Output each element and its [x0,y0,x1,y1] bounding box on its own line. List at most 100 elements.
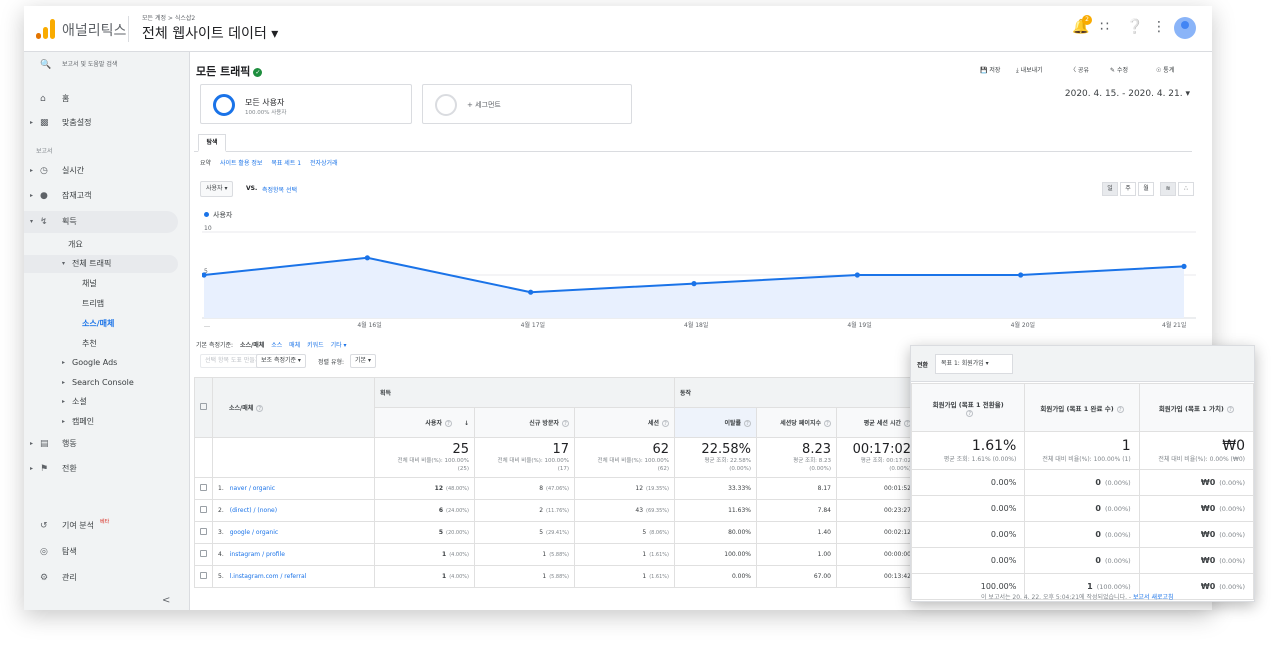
acquisition-icon: ↯ [40,217,48,227]
subnav-site-usage[interactable]: 사이트 활용 정보 [219,160,263,167]
subnav-summary[interactable]: 요약 [200,160,212,167]
divider [128,16,129,42]
help-icon[interactable]: ❔ [1126,19,1144,35]
caret-right-icon: ▸ [62,359,66,366]
export-button[interactable]: ⤓ 내보내기 [1016,67,1043,74]
x-tick-label: 4월 20일 [1011,321,1035,329]
row-source-link[interactable]: 2. (direct) / (none) [212,499,375,522]
period-week-button[interactable]: 주 [1120,182,1136,196]
subnav-ecommerce[interactable]: 전자상거래 [310,160,338,167]
share-button[interactable]: 〈 공유 [1070,67,1089,74]
analytics-window: 애널리틱스 모든 계정 > 식스샵2 전체 웹사이트 데이터 ▾ 🔔 2 ∷ ❔… [24,6,1212,610]
share-icon: 〈 [1070,67,1078,74]
series-area [204,257,1184,318]
dimension-source[interactable]: 소스 [271,342,283,349]
subnav-goal-set[interactable]: 목표 세트 1 [271,160,302,167]
sidebar-item-referrals[interactable]: 추천 [82,339,97,348]
plot-rows-button[interactable]: 선택 항목 도표 만들기 [200,354,266,368]
col-pages-header[interactable]: 세션당 페이지수? [756,407,837,438]
dimension-medium[interactable]: 매체 [289,342,301,349]
sidebar-item-social[interactable]: ▸ 소셜 [24,393,190,411]
conversions-row: 0.00% 0 (0.00%) ₩0 (0.00%) [911,469,1254,496]
dimension-keyword[interactable]: 키워드 [307,342,324,349]
sidebar-item-google-ads[interactable]: ▸ Google Ads [24,354,190,372]
sidebar-item-source-medium[interactable]: 소스/매체 [82,319,115,328]
period-month-button[interactable]: 월 [1138,182,1154,196]
col-users-header[interactable]: 사용자? ↓ [374,407,475,438]
sidebar-item-attribution[interactable]: ↺ 기여 분석 베타 [24,517,190,535]
line-chart-toggle-icon[interactable]: ≋ [1160,182,1176,196]
total-users: 25 전체 대비 비율(%): 100.00% (25) [374,437,475,478]
metric-select[interactable]: 사용자 ▾ [200,181,234,197]
x-tick-label: … [204,322,210,329]
select-all-checkbox[interactable] [200,403,207,410]
period-day-button[interactable]: 일 [1102,182,1118,196]
dimension-other[interactable]: 기타 ▾ [330,342,347,349]
data-point [528,289,534,295]
page-title: 모든 트래픽 ✓ [196,65,263,78]
sidebar-search[interactable]: 🔍 보고서 및 도움말 검색 [24,56,190,74]
col-goal-rate-header[interactable]: 회원가입 (목표 1 전환율)? [911,383,1026,432]
row-source-link[interactable]: 5. l.instagram.com / referral [212,565,375,588]
help-icon: ? [1226,405,1234,413]
sidebar-item-search-console[interactable]: ▸ Search Console [24,374,190,392]
goal-select[interactable]: 목표 1: 회원가입 ▾ [935,354,1013,374]
motion-chart-toggle-icon[interactable]: ∴ [1178,182,1194,196]
col-goal-value-header[interactable]: 회원가입 (목표 1 가치)? [1138,383,1254,432]
report-area: 모든 트래픽 ✓ 💾 저장 ⤓ 내보내기 〈 공유 ✎ 수정 ☉ 통계 모든 사용… [190,52,1204,610]
sidebar-item-realtime[interactable]: ▸ ◷ 실시간 [24,162,190,180]
row-checkbox[interactable] [200,484,207,491]
sidebar-item-custom[interactable]: ▸ ▩ 맞춤설정 [24,114,190,132]
dimension-header[interactable]: 소스/매체? [212,377,375,438]
legend-dot [204,212,209,217]
segment-label: 모든 사용자 [245,98,285,107]
sidebar-item-all-traffic[interactable]: ▾ 전체 트래픽 [24,255,178,273]
caret-down-icon: ▾ [62,260,66,267]
row-checkbox[interactable] [200,550,207,557]
conversions-row: 100.00% 1 (100.00%) ₩0 (0.00%) [911,573,1254,600]
compare-metric-link[interactable]: 측정항목 선택 [262,187,298,194]
apps-grid-icon[interactable]: ∷ [1100,19,1109,35]
col-duration-header[interactable]: 평균 세션 시간? [836,407,917,438]
caret-right-icon: ▸ [62,418,66,425]
sidebar-item-conversions[interactable]: ▸ ⚑ 전환 [24,460,190,478]
breadcrumb[interactable]: 모든 계정 > 식스샵2 [142,15,196,22]
col-bounce-header[interactable]: 이탈률? [674,407,757,438]
sidebar-item-campaigns[interactable]: ▸ 캠페인 [24,413,190,431]
refresh-report-link[interactable]: 보고서 새로고침 [1132,594,1174,601]
avatar[interactable] [1174,17,1196,39]
sidebar-item-channels[interactable]: 채널 [82,279,97,288]
sidebar-item-admin[interactable]: ⚙ 관리 [24,569,190,587]
segment-all-users[interactable]: 모든 사용자 100.00% 사용자 [200,84,412,124]
sidebar-item-acquisition[interactable]: ▾ ↯ 획득 [24,211,178,233]
row-checkbox[interactable] [200,528,207,535]
col-goal-completions-header[interactable]: 회원가입 (목표 1 완료 수)? [1024,383,1140,432]
collapse-sidebar-button[interactable]: < [162,595,171,606]
totals-row: 25 전체 대비 비율(%): 100.00% (25) 17 전체 대비 비율(%)… [194,437,917,478]
account-selector[interactable]: 전체 웹사이트 데이터 ▾ [142,26,279,42]
secondary-dimension-select[interactable]: 보조 측정기준 ▾ [256,354,306,368]
sidebar-item-behavior[interactable]: ▸ ▤ 행동 [24,435,190,453]
x-tick-label: 4월 16일 [357,321,381,329]
insights-button[interactable]: ☉ 통계 [1156,67,1175,74]
col-sessions-header[interactable]: 세션? [574,407,675,438]
sidebar-item-treemap[interactable]: 트리맵 [82,299,105,308]
row-source-link[interactable]: 4. instagram / profile [212,543,375,566]
edit-button[interactable]: ✎ 수정 [1110,67,1128,74]
add-segment-button[interactable]: + 세그먼트 [422,84,632,124]
date-range-picker[interactable]: 2020. 4. 15. - 2020. 4. 21. ▾ [1064,89,1190,99]
row-checkbox[interactable] [200,572,207,579]
sort-select[interactable]: 기본 ▾ [350,354,376,368]
save-button[interactable]: 💾 저장 [980,67,1001,74]
row-source-link[interactable]: 1. naver / organic [212,477,375,500]
sidebar-item-overview[interactable]: 개요 [68,240,83,249]
row-source-link[interactable]: 3. google / organic [212,521,375,544]
sidebar-item-home[interactable]: ⌂ 홈 [24,90,190,108]
col-new-users-header[interactable]: 신규 방문자? [474,407,575,438]
sidebar-item-audience[interactable]: ▸ ● 잠재고객 [24,187,190,205]
sidebar-item-discover[interactable]: ◎ 탐색 [24,543,190,561]
more-vert-icon[interactable]: ⋮ [1152,19,1166,35]
tab-explorer[interactable]: 탐색 [198,134,226,152]
row-checkbox[interactable] [200,506,207,513]
segment-empty-ring-icon [435,94,457,116]
